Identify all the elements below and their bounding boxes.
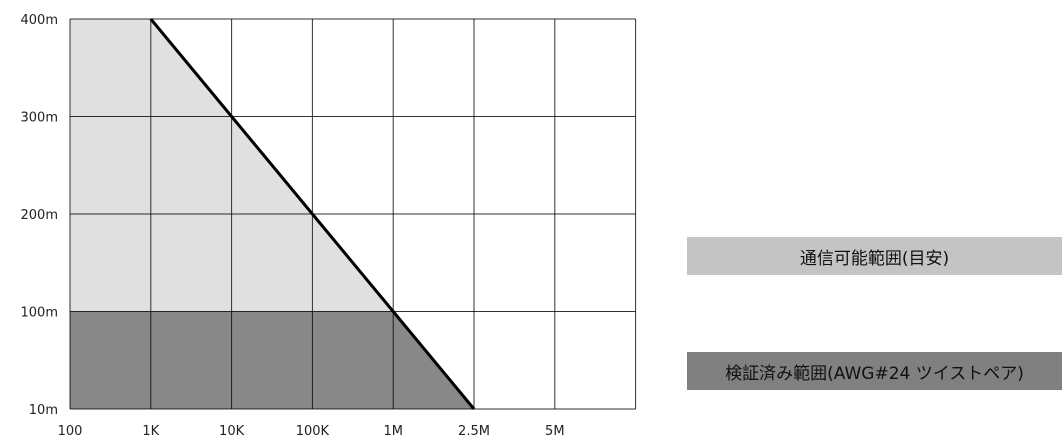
x-tick-label: 1K bbox=[142, 424, 159, 439]
y-tick-label: 400m bbox=[21, 13, 58, 28]
x-tick-label: 2.5M bbox=[458, 424, 490, 439]
y-tick-label: 10m bbox=[29, 403, 58, 418]
x-tick-label: 100 bbox=[58, 424, 83, 439]
x-tick-label: 1M bbox=[383, 424, 403, 439]
boundary-line bbox=[149, 18, 476, 410]
y-tick-label: 300m bbox=[21, 111, 58, 126]
area-series-1 bbox=[70, 311, 474, 409]
legend-label-range: 通信可能範囲(目安) bbox=[799, 248, 950, 269]
x-tick-label: 5M bbox=[545, 424, 565, 439]
y-tick-label: 200m bbox=[21, 208, 58, 223]
x-tick-label: 10K bbox=[219, 424, 245, 439]
legend-entry-verified: 検証済み範囲(AWG#24 ツイストペア) bbox=[687, 352, 1062, 390]
legend-entry-range: 通信可能範囲(目安) bbox=[687, 237, 1062, 275]
x-tick-label: 100K bbox=[296, 424, 330, 439]
legend-label-verified: 検証済み範囲(AWG#24 ツイストペア) bbox=[725, 363, 1024, 384]
y-tick-label: 100m bbox=[21, 306, 58, 321]
